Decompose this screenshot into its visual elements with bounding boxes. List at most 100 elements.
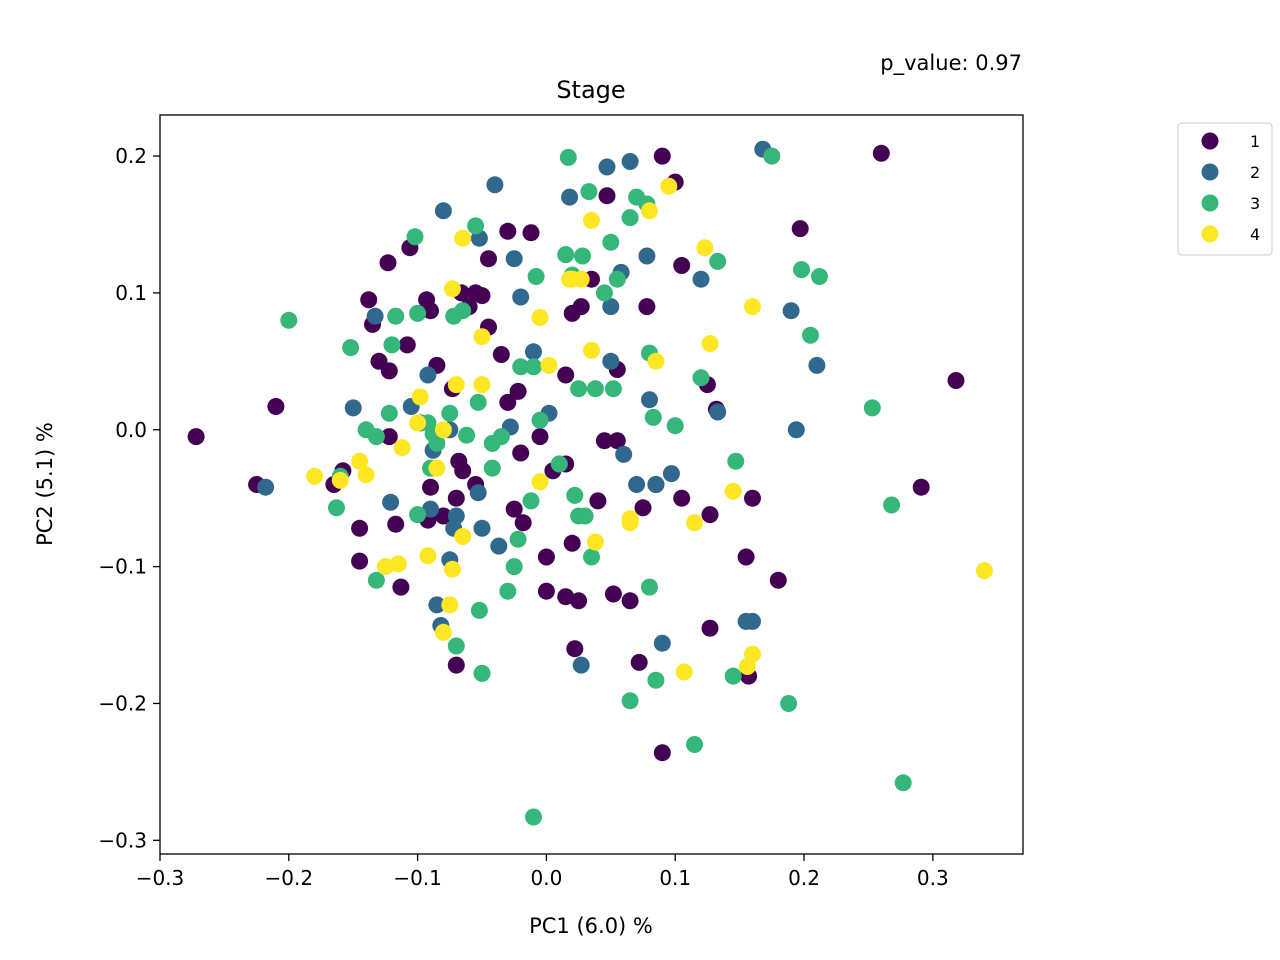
point-series-3-62 xyxy=(709,252,727,270)
point-series-1-66 xyxy=(653,744,671,762)
point-series-3-8 xyxy=(387,307,405,325)
point-series-2-30 xyxy=(621,153,639,170)
point-series-1-78 xyxy=(791,220,809,238)
point-series-1-6 xyxy=(351,552,369,570)
point-series-3-45 xyxy=(580,183,598,201)
point-series-1-71 xyxy=(701,619,719,637)
point-series-1-42 xyxy=(531,428,549,446)
point-series-3-38 xyxy=(559,148,577,166)
y-tick-label: −0.2 xyxy=(98,691,147,715)
y-tick-label: 0.2 xyxy=(115,144,147,168)
point-series-4-22 xyxy=(540,356,558,374)
point-series-1-34 xyxy=(492,346,510,363)
point-series-4-40 xyxy=(744,298,761,316)
point-series-1-31 xyxy=(473,287,491,305)
point-series-1-60 xyxy=(621,592,639,610)
point-series-1-18 xyxy=(422,302,439,320)
point-series-3-16 xyxy=(441,404,459,422)
point-series-3-52 xyxy=(621,209,639,227)
point-series-4-30 xyxy=(621,514,639,532)
point-series-3-34 xyxy=(527,268,545,285)
point-series-1-80 xyxy=(912,478,930,496)
point-series-4-9 xyxy=(419,547,437,565)
point-series-2-38 xyxy=(709,403,727,421)
point-series-1-32 xyxy=(480,250,497,268)
point-series-1-65 xyxy=(653,147,671,165)
point-series-1-46 xyxy=(557,366,575,384)
point-series-2-42 xyxy=(782,302,800,320)
point-series-4-41 xyxy=(744,645,761,663)
point-series-1-49 xyxy=(563,534,581,552)
point-series-3-24 xyxy=(483,459,501,477)
point-series-3-41 xyxy=(570,380,588,398)
point-series-4-7 xyxy=(409,414,427,432)
point-series-3-67 xyxy=(793,261,810,279)
point-series-1-81 xyxy=(947,372,965,389)
point-series-1-44 xyxy=(537,582,555,600)
point-series-1-76 xyxy=(744,489,761,507)
point-series-1-38 xyxy=(509,382,527,400)
point-series-4-13 xyxy=(441,596,459,614)
x-tick-label: −0.1 xyxy=(393,866,442,890)
point-series-4-34 xyxy=(675,663,693,681)
point-series-4-42 xyxy=(975,562,993,580)
point-series-4-18 xyxy=(454,528,472,545)
points-layer xyxy=(187,140,993,826)
point-series-1-14 xyxy=(392,578,410,596)
point-series-4-20 xyxy=(473,376,491,394)
point-series-4-19 xyxy=(473,328,491,346)
point-series-1-22 xyxy=(434,507,452,525)
point-series-3-11 xyxy=(409,304,427,322)
point-series-1-29 xyxy=(454,462,472,480)
point-series-2-35 xyxy=(653,634,671,652)
point-series-4-2 xyxy=(351,452,369,470)
point-series-3-40 xyxy=(566,486,584,504)
point-series-3-58 xyxy=(647,671,665,689)
point-series-2-25 xyxy=(602,352,620,370)
y-tick-label: −0.3 xyxy=(98,828,147,852)
point-series-4-3 xyxy=(357,466,375,484)
legend-label-2: 2 xyxy=(1250,163,1260,182)
point-series-3-64 xyxy=(727,452,745,470)
point-series-3-9 xyxy=(383,336,401,354)
point-series-4-5 xyxy=(389,555,407,573)
point-series-1-52 xyxy=(572,298,590,316)
point-series-1-59 xyxy=(608,432,626,450)
point-series-2-6 xyxy=(419,366,437,384)
point-series-2-10 xyxy=(434,202,452,220)
point-series-1-62 xyxy=(634,499,652,517)
point-series-3-61 xyxy=(692,369,710,387)
point-series-2-32 xyxy=(638,247,656,265)
point-series-3-27 xyxy=(473,664,491,682)
point-series-1-54 xyxy=(589,492,607,510)
point-series-3-0 xyxy=(280,311,298,329)
point-series-3-74 xyxy=(525,808,542,826)
point-series-1-39 xyxy=(512,444,530,462)
point-series-2-43 xyxy=(787,421,805,439)
point-series-1-5 xyxy=(351,519,369,537)
x-tick-label: 0.2 xyxy=(788,866,820,890)
point-series-4-36 xyxy=(696,239,714,257)
point-series-1-25 xyxy=(447,656,465,674)
point-series-3-37 xyxy=(557,246,575,264)
point-series-3-28 xyxy=(499,582,517,600)
point-series-4-17 xyxy=(454,229,472,247)
chart-title: Stage xyxy=(556,76,625,104)
point-series-1-24 xyxy=(447,489,465,507)
point-series-3-66 xyxy=(780,695,798,712)
point-series-3-50 xyxy=(604,380,622,398)
point-series-2-8 xyxy=(428,596,446,614)
point-series-3-43 xyxy=(574,247,591,265)
point-series-1-77 xyxy=(769,571,787,589)
point-series-4-14 xyxy=(443,280,461,298)
point-series-2-21 xyxy=(525,343,542,361)
legend-marker-2 xyxy=(1201,163,1219,181)
x-tick-label: 0.1 xyxy=(659,866,691,890)
point-series-1-0 xyxy=(187,428,205,446)
point-series-1-68 xyxy=(673,489,691,507)
point-series-4-0 xyxy=(306,467,324,485)
point-series-3-23 xyxy=(470,601,488,619)
point-series-3-21 xyxy=(467,217,485,235)
point-series-4-15 xyxy=(443,560,461,578)
